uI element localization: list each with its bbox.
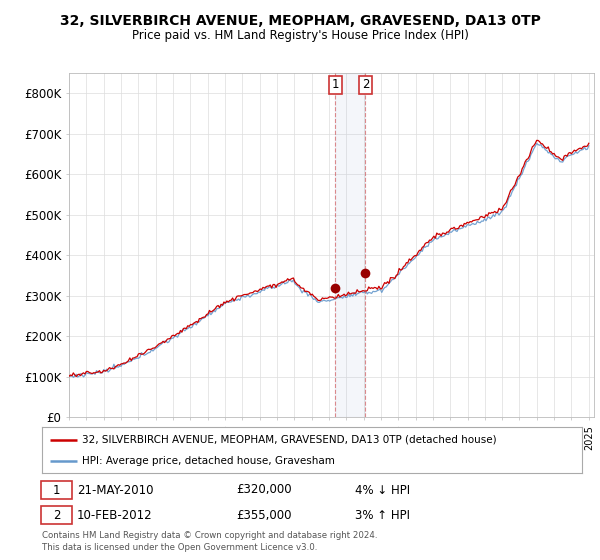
Text: 2: 2 <box>53 508 61 522</box>
FancyBboxPatch shape <box>41 481 72 499</box>
Text: Contains HM Land Registry data © Crown copyright and database right 2024.
This d: Contains HM Land Registry data © Crown c… <box>42 531 377 552</box>
Text: 21-MAY-2010: 21-MAY-2010 <box>77 483 154 497</box>
FancyBboxPatch shape <box>41 506 72 524</box>
Text: 4% ↓ HPI: 4% ↓ HPI <box>355 483 410 497</box>
Bar <box>335 73 365 417</box>
Text: £355,000: £355,000 <box>236 508 292 522</box>
Text: 2: 2 <box>362 78 369 91</box>
Text: HPI: Average price, detached house, Gravesham: HPI: Average price, detached house, Grav… <box>83 456 335 466</box>
Text: 3% ↑ HPI: 3% ↑ HPI <box>355 508 410 522</box>
Text: 32, SILVERBIRCH AVENUE, MEOPHAM, GRAVESEND, DA13 0TP (detached house): 32, SILVERBIRCH AVENUE, MEOPHAM, GRAVESE… <box>83 435 497 445</box>
Text: 10-FEB-2012: 10-FEB-2012 <box>77 508 153 522</box>
Text: 32, SILVERBIRCH AVENUE, MEOPHAM, GRAVESEND, DA13 0TP: 32, SILVERBIRCH AVENUE, MEOPHAM, GRAVESE… <box>59 14 541 28</box>
Text: £320,000: £320,000 <box>236 483 292 497</box>
Text: 1: 1 <box>53 483 61 497</box>
Text: 1: 1 <box>332 78 339 91</box>
Text: Price paid vs. HM Land Registry's House Price Index (HPI): Price paid vs. HM Land Registry's House … <box>131 29 469 42</box>
